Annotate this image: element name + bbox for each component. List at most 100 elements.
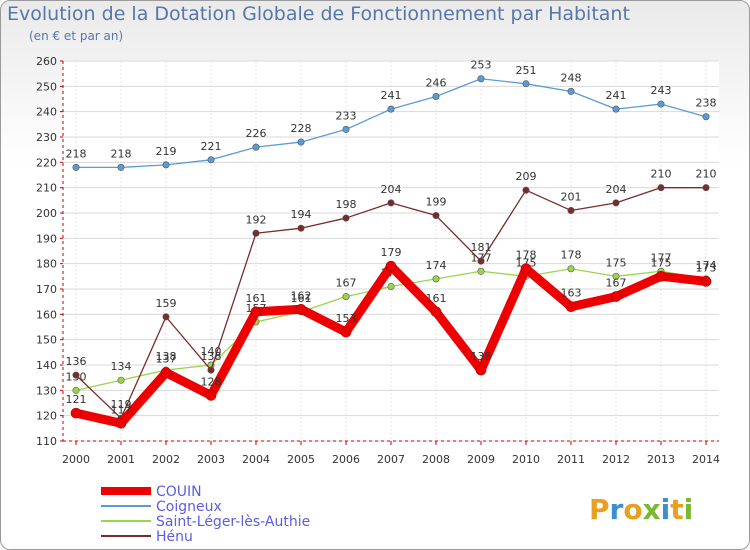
data-point — [70, 407, 82, 419]
data-point — [477, 75, 485, 83]
data-label: 238 — [696, 97, 717, 110]
data-point — [160, 367, 172, 378]
legend-label: Coigneux — [156, 499, 222, 515]
data-label: 201 — [561, 190, 582, 203]
data-point — [297, 138, 305, 146]
data-label: 241 — [381, 89, 402, 102]
y-tick-label: 240 — [36, 106, 57, 119]
y-tick-label: 110 — [36, 435, 57, 448]
data-point — [432, 92, 440, 100]
x-tick-label: 2000 — [62, 453, 90, 466]
data-label: 194 — [291, 208, 312, 221]
data-label: 128 — [201, 375, 222, 388]
data-point — [252, 143, 260, 151]
data-point — [387, 282, 395, 290]
x-tick-label: 2004 — [242, 453, 270, 466]
x-tick-label: 2002 — [152, 453, 180, 466]
data-label: 161 — [291, 292, 312, 305]
data-label: 199 — [426, 196, 447, 209]
data-label: 204 — [606, 183, 627, 196]
x-tick-label: 2007 — [377, 453, 405, 466]
data-label: 218 — [111, 147, 132, 160]
data-point — [612, 105, 620, 113]
data-point — [430, 306, 442, 318]
data-label: 161 — [426, 292, 447, 305]
data-point — [520, 263, 532, 275]
data-label: 175 — [651, 256, 672, 269]
data-label: 121 — [66, 393, 87, 406]
data-label: 175 — [516, 256, 537, 269]
data-label: 117 — [111, 403, 132, 416]
data-label: 136 — [66, 355, 87, 368]
data-label: 138 — [156, 350, 177, 363]
y-tick-label: 170 — [36, 283, 57, 296]
data-label: 209 — [516, 170, 537, 183]
data-label: 179 — [381, 246, 402, 259]
data-point — [207, 366, 215, 374]
x-tick-label: 2001 — [107, 453, 135, 466]
legend-label: Hénu — [156, 529, 193, 545]
x-tick-label: 2003 — [197, 453, 225, 466]
data-label: 153 — [336, 312, 357, 325]
y-tick-label: 150 — [36, 334, 57, 347]
data-label: 246 — [426, 76, 447, 89]
x-tick-label: 2010 — [512, 453, 540, 466]
data-point — [207, 156, 215, 164]
data-point — [477, 267, 485, 275]
data-label: 221 — [201, 140, 222, 153]
y-tick-label: 210 — [36, 182, 57, 195]
data-point — [655, 271, 667, 282]
y-tick-label: 260 — [36, 55, 57, 68]
data-point — [522, 80, 530, 88]
y-tick-label: 220 — [36, 156, 57, 169]
data-label: 137 — [156, 353, 177, 366]
data-point — [432, 212, 440, 220]
data-label: 174 — [426, 259, 447, 272]
data-point — [252, 229, 260, 237]
chart-subtitle: (en € et par an) — [29, 29, 124, 43]
data-label: 138 — [471, 350, 492, 363]
data-point — [567, 87, 575, 95]
y-tick-label: 140 — [36, 359, 57, 372]
data-point — [477, 257, 485, 265]
x-tick-label: 2008 — [422, 453, 450, 466]
data-label: 226 — [246, 127, 267, 140]
data-point — [565, 301, 577, 313]
y-tick-label: 190 — [36, 232, 57, 245]
data-point — [72, 386, 80, 394]
data-point — [610, 291, 622, 302]
data-label: 163 — [561, 287, 582, 300]
legend-label: COUIN — [156, 484, 202, 500]
data-point — [117, 376, 125, 384]
data-label: 233 — [336, 109, 357, 122]
y-tick-label: 160 — [36, 308, 57, 321]
y-tick-label: 120 — [36, 410, 57, 423]
data-label: 173 — [696, 261, 717, 274]
data-point — [387, 105, 395, 113]
data-label: 177 — [651, 251, 672, 264]
data-label: 162 — [291, 289, 312, 302]
data-point — [250, 306, 262, 318]
data-point — [342, 125, 350, 133]
data-point — [657, 184, 665, 192]
data-point — [162, 313, 170, 321]
proxiti-logo: Proxiti — [589, 493, 693, 526]
data-label: 134 — [111, 360, 132, 373]
data-label: 174 — [696, 259, 717, 272]
x-tick-label: 2014 — [692, 453, 720, 466]
data-label: 138 — [201, 350, 222, 363]
legend-label: Saint-Léger-lès-Authie — [156, 514, 310, 530]
data-point — [162, 161, 170, 169]
data-point — [612, 272, 620, 280]
data-point — [387, 199, 395, 207]
data-label: 119 — [111, 398, 132, 411]
data-label: 159 — [156, 297, 177, 310]
data-label: 198 — [336, 198, 357, 211]
data-label: 167 — [606, 277, 627, 290]
y-tick-label: 250 — [36, 80, 57, 93]
data-label: 181 — [471, 241, 492, 254]
data-label: 178 — [516, 249, 537, 262]
x-tick-label: 2009 — [467, 453, 495, 466]
data-label: 192 — [246, 213, 267, 226]
